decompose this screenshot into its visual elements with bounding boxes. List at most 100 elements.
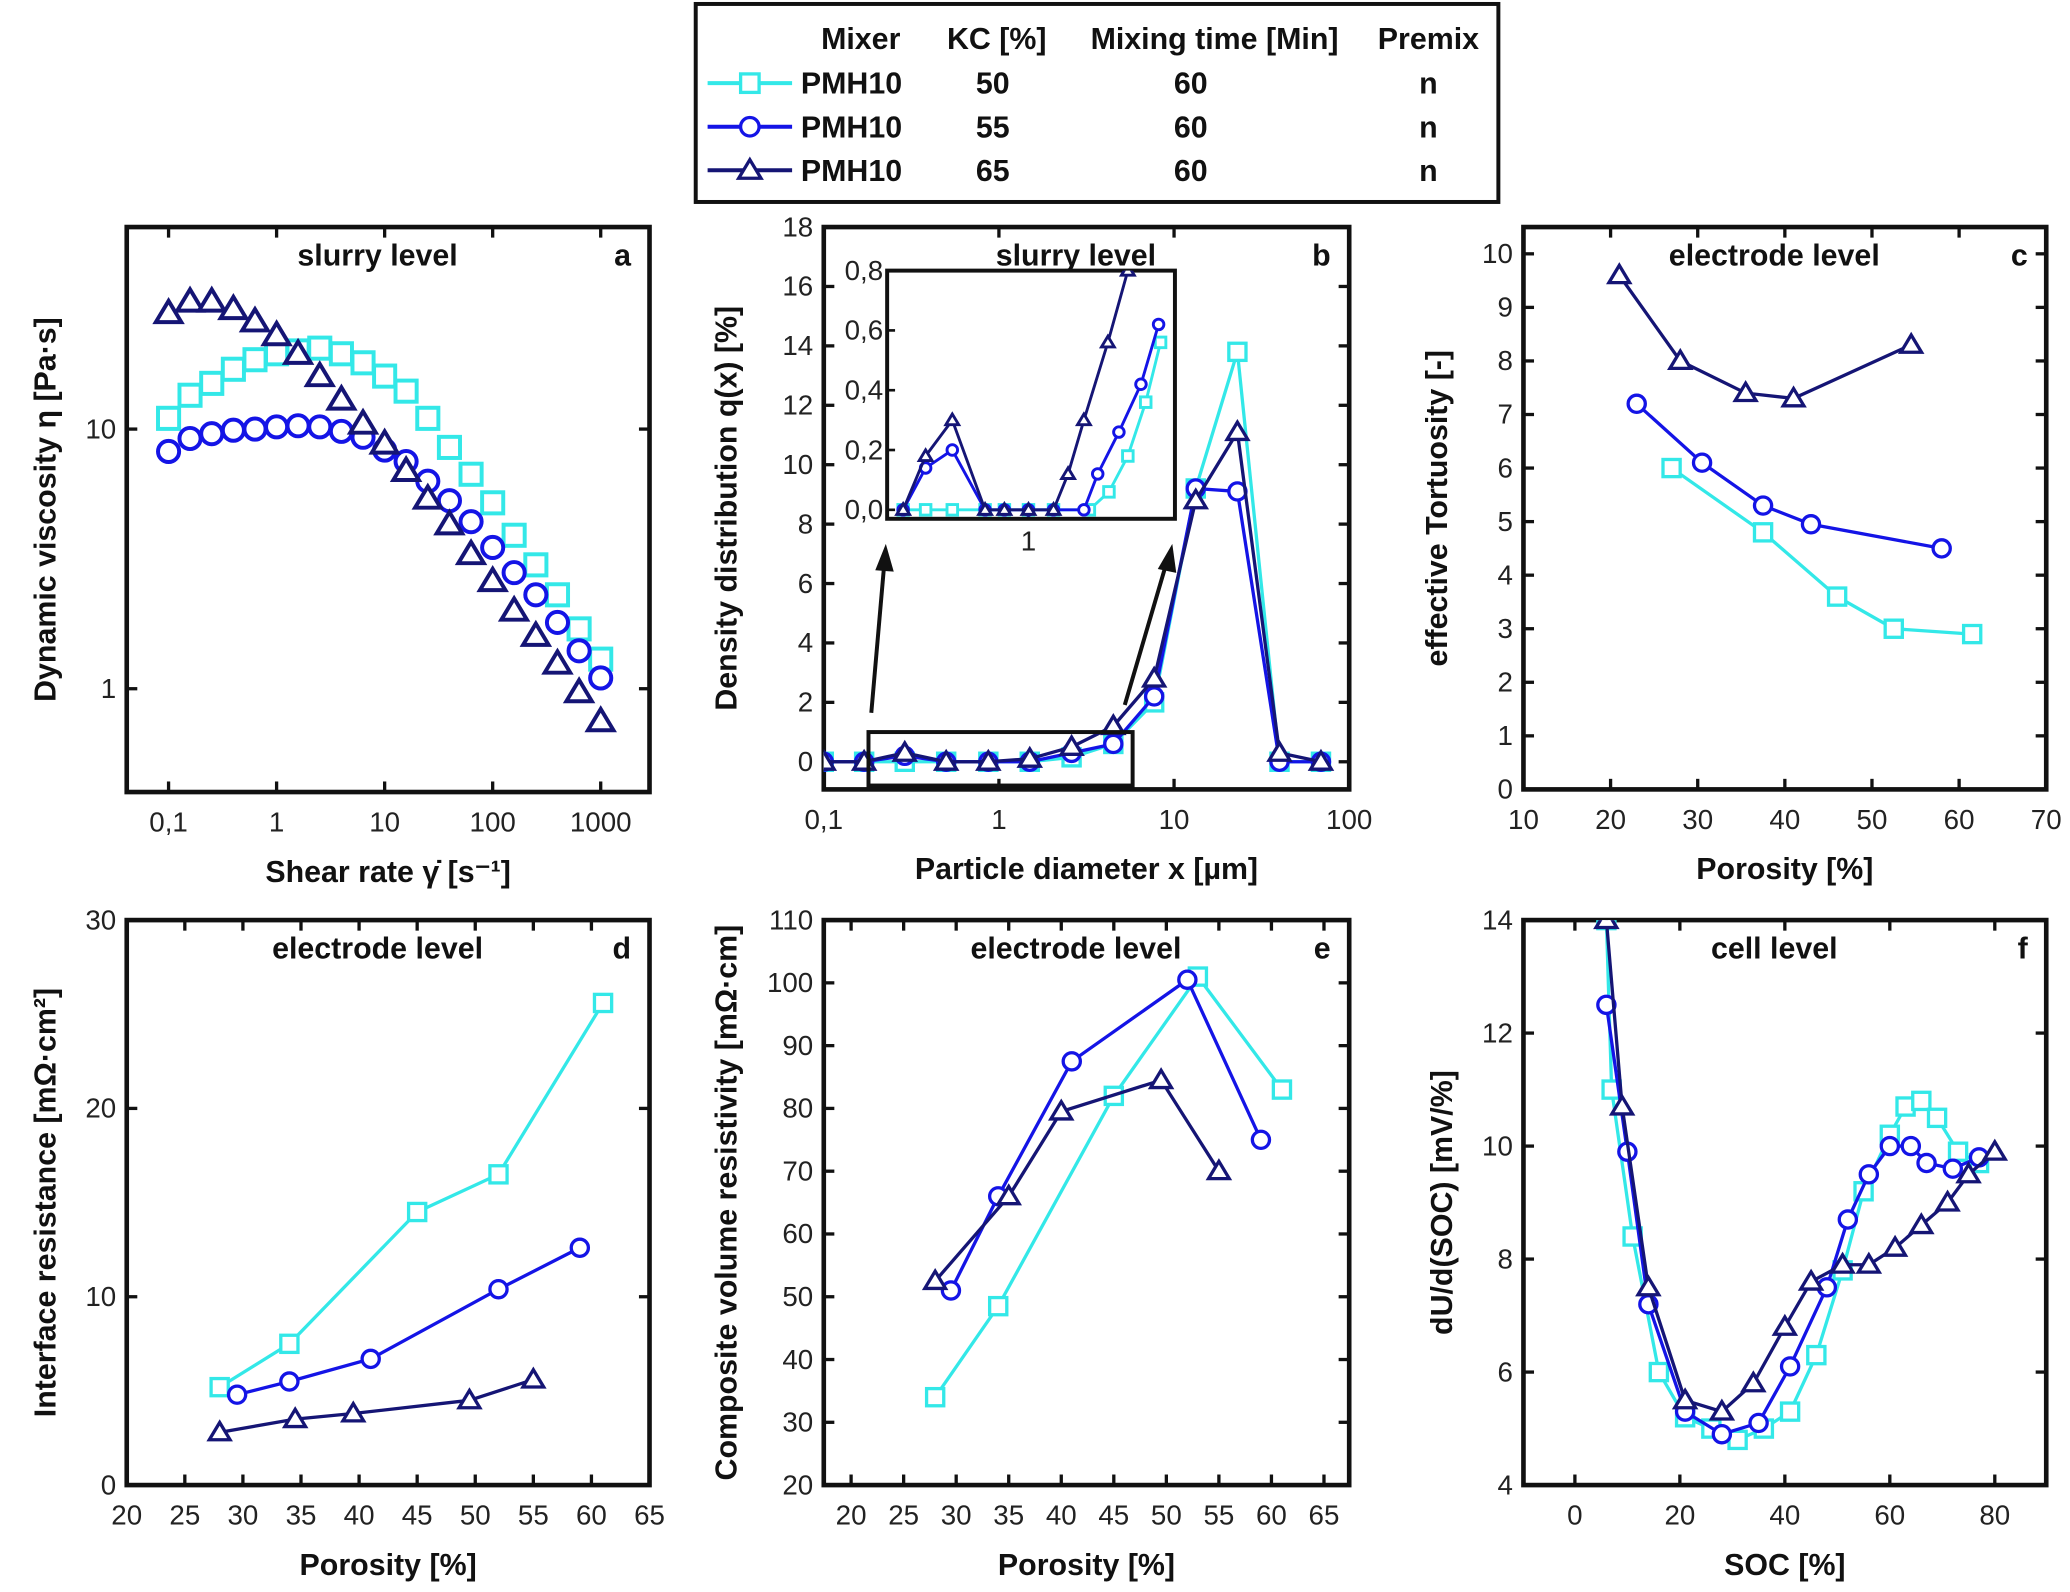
x-tick-label: 10 (1508, 804, 1539, 835)
y-tick-label: 10 (85, 413, 116, 444)
x-tick-label: 65 (1309, 1500, 1340, 1531)
square-marker (415, 405, 441, 431)
triangle-marker (281, 337, 315, 365)
square-marker (566, 616, 592, 642)
panel-d: 20 25 30 35 40 45 50 55 60 65 0 10 20 30 Porosity [%] I… (29, 904, 664, 1582)
inset-plot-area (894, 270, 1168, 517)
triangle-marker (1019, 500, 1038, 516)
y-axis-label: Interface resistance [mΩ·cm²] (29, 988, 62, 1417)
x-tick-label: 45 (1098, 1500, 1129, 1531)
circle-marker (1151, 317, 1166, 332)
plot-area (823, 341, 1335, 773)
legend-kc: 50 (976, 68, 1010, 101)
triangle-marker (1934, 1189, 1961, 1212)
square-marker (1102, 485, 1116, 499)
square-marker (945, 503, 960, 517)
y-tick-label: 100 (767, 967, 813, 998)
arrow-head (1157, 543, 1177, 573)
x-tick-label: 1 (991, 804, 1006, 835)
circle-marker (307, 414, 333, 440)
legend-kc: 55 (976, 111, 1010, 144)
arrow (1122, 560, 1169, 706)
x-tick-label: 100 (1326, 804, 1372, 835)
y-tick-label: 6 (1497, 1356, 1512, 1387)
y-tick-label: 0 (101, 1469, 116, 1500)
square-marker (480, 490, 506, 516)
circle-marker (1143, 686, 1165, 707)
circle-marker (1858, 1164, 1880, 1185)
triangle-marker (411, 482, 445, 510)
square-marker (458, 461, 484, 487)
triangle-marker (1205, 1158, 1233, 1181)
triangle-marker (891, 739, 919, 762)
x-tick-label: 20 (1664, 1500, 1695, 1531)
triangle-marker (217, 293, 250, 321)
x-tick-label: 35 (993, 1500, 1024, 1531)
triangle-marker (1897, 331, 1925, 354)
square-marker (1271, 1079, 1293, 1100)
panel-title: cell level (1711, 932, 1838, 965)
y-tick-label: 5 (1497, 506, 1512, 537)
triangle-marker (339, 1400, 367, 1423)
square-marker (1926, 1107, 1948, 1129)
square-marker (177, 382, 203, 408)
x-tick-label: 40 (1046, 1500, 1077, 1531)
triangle-marker (1074, 411, 1093, 427)
circle-marker (458, 509, 484, 535)
triangle-marker (195, 285, 228, 313)
square-marker (1826, 586, 1848, 607)
triangle-marker (921, 1267, 949, 1291)
y-tick-label: 110 (769, 904, 813, 935)
square-marker (1961, 623, 1983, 645)
triangle-marker (1307, 748, 1335, 771)
x-axis-label: Shear rate γ̇ [s⁻¹] (265, 856, 511, 889)
square-marker (924, 1386, 946, 1408)
x-tick-label: 25 (169, 1500, 200, 1531)
x-tick-label: 60 (576, 1500, 607, 1531)
triangle-marker (325, 383, 358, 411)
legend-kc: 65 (976, 155, 1010, 188)
legend-header: Mixer (821, 23, 900, 56)
circle-marker (242, 416, 268, 442)
x-tick-label: 40 (1769, 804, 1800, 835)
series-line (949, 977, 1263, 1292)
triangle-marker (1855, 1251, 1883, 1274)
triangle-marker (1740, 1370, 1767, 1393)
y-tick-label: 60 (782, 1218, 813, 1249)
series-circle (226, 1237, 591, 1405)
y-tick-label: 10 (782, 449, 813, 480)
triangle-marker (1908, 1212, 1935, 1235)
panel-letter: d (612, 932, 631, 965)
series-triangle (894, 270, 1137, 516)
y-tick-label: 16 (782, 271, 813, 302)
inset-y-tick-label: 0,8 (845, 255, 884, 286)
x-tick-label: 50 (1857, 804, 1888, 835)
y-tick-label: 4 (1497, 1469, 1512, 1500)
circle-marker (156, 438, 182, 465)
square-marker (1138, 395, 1153, 409)
arrow-head (875, 543, 894, 572)
inset: 1 0,0 0,2 0,4 0,6 0,8 (845, 255, 1177, 556)
circle-marker (480, 534, 506, 561)
x-axis-label: Porosity [%] (1696, 853, 1873, 886)
legend-premix: n (1419, 68, 1438, 101)
triangle-marker (1182, 487, 1210, 510)
y-tick-label: 0 (1497, 774, 1512, 805)
circle-marker (1752, 495, 1774, 516)
triangle-marker (476, 564, 509, 593)
y-tick-label: 14 (1482, 904, 1513, 935)
triangle-marker (1044, 500, 1063, 516)
square-marker (279, 1333, 300, 1355)
triangle-marker (1266, 739, 1293, 762)
y-tick-label: 0 (798, 746, 813, 777)
triangle-marker (1797, 1268, 1825, 1291)
series-line (933, 1078, 1221, 1283)
panel-title: electrode level (970, 932, 1181, 965)
x-tick-label: 0,1 (149, 807, 188, 838)
triangle-marker (1593, 920, 1620, 930)
y-tick-label: 8 (1497, 345, 1512, 376)
circle-marker (1942, 1158, 1964, 1179)
y-tick-label: 80 (782, 1093, 813, 1124)
y-tick-label: 18 (782, 211, 813, 242)
